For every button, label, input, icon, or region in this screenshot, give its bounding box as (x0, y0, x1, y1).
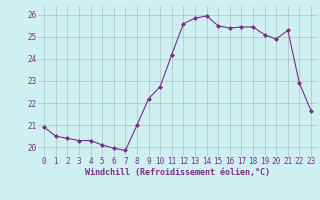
X-axis label: Windchill (Refroidissement éolien,°C): Windchill (Refroidissement éolien,°C) (85, 168, 270, 177)
